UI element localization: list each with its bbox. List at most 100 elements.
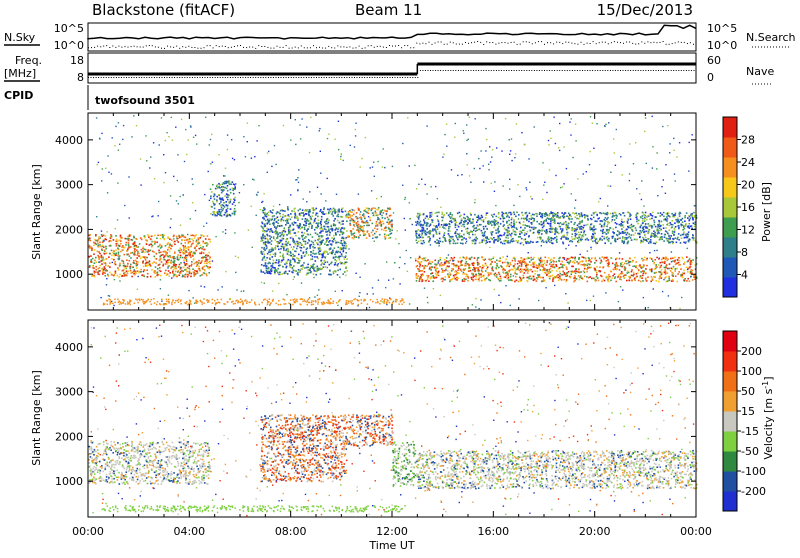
data-point <box>467 228 469 230</box>
data-point <box>345 248 347 250</box>
data-point <box>692 259 694 261</box>
data-point <box>159 245 161 247</box>
data-point <box>390 237 392 239</box>
data-point <box>385 227 387 229</box>
data-point <box>634 278 636 280</box>
data-point <box>269 231 271 233</box>
data-point <box>426 265 428 267</box>
data-point <box>680 235 682 237</box>
data-point <box>193 240 195 242</box>
data-point <box>651 234 653 236</box>
data-point <box>550 261 552 263</box>
data-point <box>537 237 539 239</box>
data-point <box>472 269 474 271</box>
data-point <box>584 268 586 270</box>
data-point <box>275 248 277 250</box>
data-point <box>566 274 568 276</box>
data-point <box>229 182 231 184</box>
data-point <box>151 269 153 271</box>
data-point <box>646 259 648 261</box>
data-point <box>275 228 277 230</box>
data-point <box>299 226 301 228</box>
data-point <box>132 252 134 254</box>
data-point <box>527 264 529 266</box>
data-point <box>676 221 678 223</box>
data-point <box>514 263 516 265</box>
data-point <box>358 208 360 210</box>
data-point <box>304 221 306 223</box>
data-point <box>576 229 578 231</box>
data-point <box>642 215 644 217</box>
data-point <box>306 251 308 253</box>
nave-point <box>694 70 695 71</box>
data-point <box>337 220 339 222</box>
data-point <box>434 267 436 269</box>
data-point <box>425 280 427 282</box>
data-point <box>567 228 569 230</box>
data-point <box>319 245 321 247</box>
data-point <box>130 252 132 254</box>
nave-point <box>671 70 672 71</box>
data-point <box>502 243 504 245</box>
data-point <box>322 212 324 214</box>
data-point <box>157 272 159 274</box>
nave-point <box>326 77 327 78</box>
data-point <box>377 214 379 216</box>
data-point <box>605 257 607 259</box>
data-point <box>528 278 530 280</box>
data-point <box>309 223 311 225</box>
data-point <box>525 270 527 272</box>
nsearch-point <box>477 41 478 42</box>
nave-point <box>308 77 309 78</box>
data-point <box>552 279 554 281</box>
data-point <box>479 280 481 282</box>
data-point <box>137 270 139 272</box>
data-point <box>671 213 673 215</box>
nave-point <box>542 70 543 71</box>
data-point <box>153 251 155 253</box>
data-point <box>105 265 107 267</box>
data-point <box>116 239 118 241</box>
nave-point <box>402 77 403 78</box>
data-point <box>486 268 488 270</box>
data-point <box>427 223 429 225</box>
data-point <box>287 260 289 262</box>
data-point <box>282 214 284 216</box>
data-point <box>579 216 581 218</box>
data-point <box>509 262 511 264</box>
data-point <box>334 212 336 214</box>
data-point <box>318 252 320 254</box>
data-point <box>332 211 334 213</box>
data-point <box>184 249 186 251</box>
data-point <box>542 265 544 267</box>
data-point <box>308 220 310 222</box>
data-point <box>646 258 648 260</box>
data-point <box>227 208 229 210</box>
data-point <box>123 265 125 267</box>
data-point <box>327 244 329 246</box>
nsearch-point <box>356 47 357 48</box>
nsearch-point <box>629 42 630 43</box>
nave-point <box>200 77 201 78</box>
freq-label-2: [MHz] <box>4 67 36 80</box>
nsearch-point <box>541 41 542 42</box>
data-point <box>348 235 350 237</box>
data-point <box>646 227 648 229</box>
data-point <box>485 226 487 228</box>
data-point <box>642 241 644 243</box>
data-point <box>344 271 346 273</box>
data-point <box>304 232 306 234</box>
data-point <box>225 212 227 214</box>
data-point <box>490 263 492 265</box>
data-point <box>384 234 386 236</box>
data-point <box>663 216 665 218</box>
data-point <box>650 214 652 216</box>
data-point <box>482 271 484 273</box>
data-point <box>448 226 450 228</box>
data-point <box>201 235 203 237</box>
nsearch-point <box>237 45 238 46</box>
nave-point <box>405 77 406 78</box>
data-point <box>209 239 211 241</box>
data-point <box>486 277 488 279</box>
nave-label: Nave <box>746 65 774 78</box>
